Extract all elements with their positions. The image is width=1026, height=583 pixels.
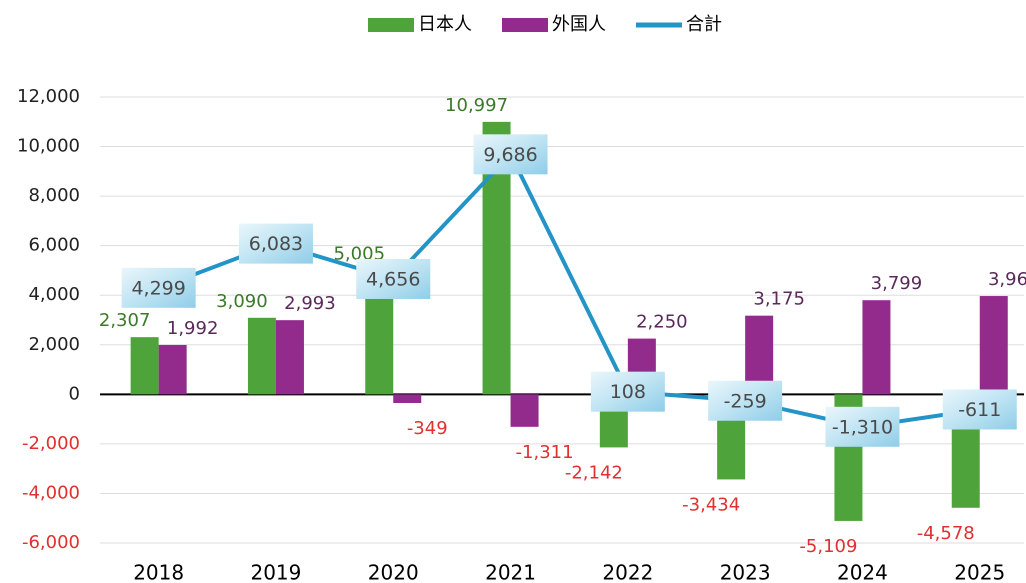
bar — [393, 394, 422, 403]
data-label: 4,299 — [131, 277, 185, 299]
y-tick-label: -2,000 — [22, 433, 80, 454]
y-tick-label: 0 — [69, 383, 80, 404]
data-label: 9,686 — [483, 144, 537, 166]
data-label: 1,992 — [167, 318, 219, 339]
data-label: 3,799 — [871, 273, 923, 294]
y-tick-label: -6,000 — [22, 532, 80, 553]
y-tick-label: 12,000 — [17, 86, 80, 107]
x-tick-label: 2018 — [133, 561, 184, 583]
data-label-box — [590, 371, 665, 412]
bar — [130, 337, 159, 395]
data-label: 2,993 — [284, 293, 336, 314]
legend-label: 外国人 — [552, 14, 606, 35]
data-label: 3,175 — [753, 289, 805, 310]
data-label: -1,311 — [516, 442, 574, 463]
data-label: -4,578 — [917, 523, 975, 544]
legend-swatch — [502, 18, 548, 32]
data-label: 3,967 — [988, 269, 1026, 290]
data-label: -5,109 — [799, 536, 857, 557]
bar — [510, 394, 539, 427]
y-tick-label: -4,000 — [22, 482, 80, 503]
x-tick-label: 2024 — [837, 561, 888, 583]
data-label: 108 — [610, 381, 646, 403]
x-tick-label: 2020 — [368, 561, 419, 583]
bar — [862, 300, 891, 395]
data-label: 2,250 — [636, 312, 688, 333]
x-tick-label: 2019 — [250, 561, 301, 583]
x-tick-label: 2022 — [602, 561, 653, 583]
data-label: -3,434 — [682, 494, 740, 515]
data-label: 4,656 — [366, 268, 420, 290]
data-label: -259 — [724, 390, 767, 412]
x-tick-label: 2023 — [720, 561, 771, 583]
data-label: -1,310 — [832, 416, 893, 438]
y-tick-label: 10,000 — [17, 136, 80, 157]
bar — [158, 344, 187, 395]
bar — [247, 317, 276, 395]
data-label-box — [825, 406, 900, 447]
bar — [275, 320, 304, 395]
legend-label: 合計 — [686, 14, 722, 35]
data-label: 2,307 — [99, 310, 151, 331]
y-tick-label: 4,000 — [28, 284, 80, 305]
data-label-box — [942, 389, 1017, 430]
y-tick-label: 6,000 — [28, 235, 80, 256]
data-label-box — [356, 258, 431, 299]
legend-swatch — [368, 18, 414, 32]
y-tick-label: 8,000 — [28, 185, 80, 206]
data-label-box — [708, 380, 783, 421]
y-tick-label: 2,000 — [28, 334, 80, 355]
data-label-box — [238, 223, 313, 264]
x-tick-label: 2021 — [485, 561, 536, 583]
x-tick-label: 2025 — [954, 561, 1005, 583]
data-label: 6,083 — [249, 233, 303, 255]
data-label: -2,142 — [565, 462, 623, 483]
data-label: 3,090 — [216, 291, 268, 312]
data-label: 10,997 — [445, 95, 508, 116]
data-label: -349 — [407, 418, 448, 439]
bar — [979, 296, 1008, 395]
data-label: -611 — [958, 399, 1001, 421]
data-label-box — [473, 134, 548, 175]
legend-label: 日本人 — [418, 14, 472, 35]
data-label-box — [121, 267, 196, 308]
